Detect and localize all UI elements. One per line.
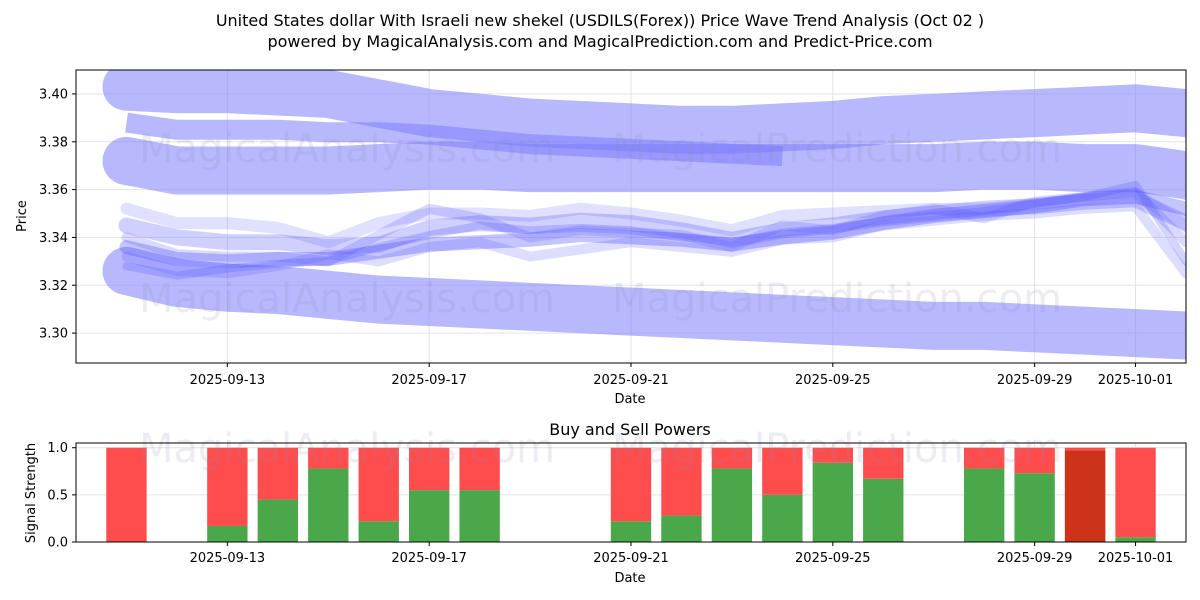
power-x-tick-label: 2025-09-13 [190, 551, 266, 566]
buy-sell-power-chart: Buy and Sell Powers MagicalAnalysis.com … [24, 420, 1187, 586]
buy-bar [257, 499, 298, 542]
sell-bar [711, 447, 753, 469]
price-y-tick-label: 3.36 [39, 183, 68, 198]
sell-bar [308, 447, 349, 469]
buy-bar [1014, 473, 1055, 542]
watermark-right-bottom: MagicalPrediction.com [612, 426, 1062, 472]
price-wave-4 [121, 201, 1186, 279]
sell-bar [661, 447, 702, 516]
price-y-tick-label: 3.34 [39, 231, 68, 246]
power-y-ticks: 0.0 0.5 1.0 [47, 441, 76, 551]
sell-bar [358, 447, 399, 522]
chart-title-line1: United States dollar With Israeli new sh… [216, 11, 984, 30]
sell-bar [863, 447, 904, 479]
power-y-tick-label: 0.0 [47, 536, 68, 551]
buy-bar [409, 490, 450, 542]
power-x-tick-label: 2025-10-01 [1098, 551, 1174, 566]
price-x-axis-label: Date [614, 392, 645, 407]
watermark-left-bottom: MagicalAnalysis.com [139, 426, 555, 472]
price-x-tick-label: 2025-09-13 [190, 373, 266, 388]
power-chart-title: Buy and Sell Powers [549, 420, 711, 439]
price-y-tick-label: 3.32 [39, 279, 68, 294]
watermark-right-mid: MagicalPrediction.com [612, 276, 1062, 322]
upper-band [102, 70, 1186, 154]
price-x-ticks: 2025-09-13 2025-09-17 2025-09-21 2025-09-25… [190, 363, 1174, 388]
buy-bar [964, 468, 1005, 542]
sell-bar [459, 447, 500, 491]
price-x-tick-label: 2025-09-25 [795, 373, 871, 388]
price-y-tick-label: 3.40 [39, 87, 68, 102]
power-x-tick-label: 2025-09-21 [593, 551, 669, 566]
sell-bar [257, 447, 298, 500]
sell-bar [207, 447, 248, 526]
price-y-ticks: 3.30 3.32 3.34 3.36 3.38 3.40 [39, 87, 76, 342]
top-trend-band [125, 112, 783, 167]
buy-bar [308, 468, 349, 542]
price-wave-5 [118, 191, 1186, 255]
buy-bar [610, 521, 652, 542]
sell-bar [964, 447, 1005, 469]
price-wave-6 [122, 180, 1186, 280]
sell-bar [409, 447, 450, 491]
price-x-tick-label: 2025-09-29 [997, 373, 1073, 388]
price-wave-2 [121, 187, 1186, 267]
mid-upper-band [102, 136, 1186, 201]
power-y-tick-label: 1.0 [47, 441, 68, 456]
sell-bar [610, 447, 652, 522]
sell-bar [1014, 447, 1055, 474]
buy-bar [711, 468, 753, 542]
buy-bar [459, 490, 500, 542]
chart-title-line2: powered by MagicalAnalysis.com and Magic… [267, 32, 932, 51]
price-y-axis-label: Price [15, 200, 30, 232]
watermark-left-top: MagicalAnalysis.com [139, 126, 555, 172]
sell-bar [1115, 447, 1156, 538]
buy-bar [207, 525, 248, 542]
price-waves [118, 180, 1186, 280]
watermark-left-mid: MagicalAnalysis.com [139, 276, 555, 322]
watermark-right-top: MagicalPrediction.com [612, 126, 1062, 172]
price-wave-3 [120, 188, 1186, 249]
sell-bar [812, 447, 853, 463]
power-x-axis-label: Date [614, 571, 645, 586]
highlight-bar [1064, 450, 1106, 542]
buy-bar [358, 521, 399, 542]
buy-bar [812, 462, 853, 542]
price-wave-chart: MagicalAnalysis.com MagicalPrediction.co… [15, 69, 1187, 407]
power-x-tick-label: 2025-09-25 [795, 551, 871, 566]
power-y-axis-label: Signal Strength [24, 443, 39, 543]
sell-bar [762, 447, 803, 495]
power-x-tick-label: 2025-09-29 [997, 551, 1073, 566]
power-x-ticks: 2025-09-13 2025-09-17 2025-09-21 2025-09-25… [190, 542, 1174, 566]
lower-band [102, 246, 1186, 360]
power-bars [106, 447, 1156, 542]
buy-bar [863, 478, 904, 542]
price-x-tick-label: 2025-09-17 [391, 373, 467, 388]
power-y-tick-label: 0.5 [47, 488, 68, 503]
buy-bar [661, 515, 702, 542]
price-x-tick-label: 2025-09-21 [593, 373, 669, 388]
price-wave-1 [119, 189, 1186, 269]
power-x-tick-label: 2025-09-17 [391, 551, 467, 566]
price-bands [102, 70, 1186, 360]
buy-bar [762, 494, 803, 542]
price-x-tick-label: 2025-10-01 [1098, 373, 1174, 388]
price-y-tick-label: 3.30 [39, 327, 68, 342]
sell-bar [106, 447, 147, 542]
buy-bar [1115, 537, 1156, 542]
price-y-tick-label: 3.38 [39, 135, 68, 150]
